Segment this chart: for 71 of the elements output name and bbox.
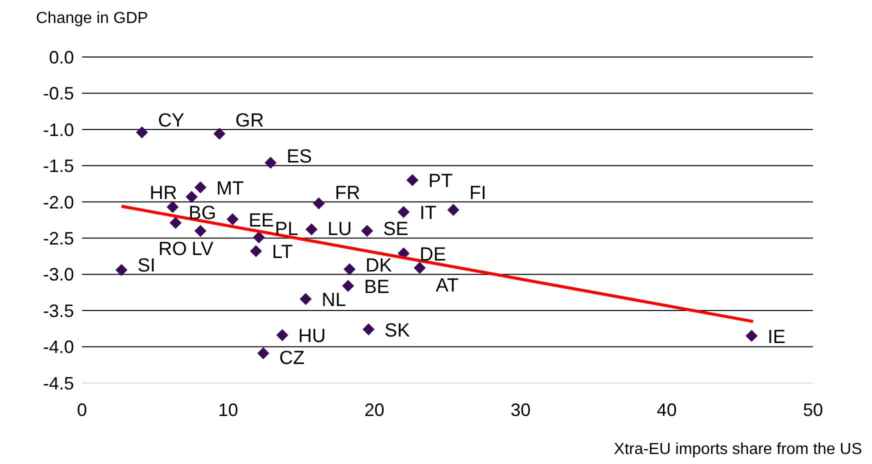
data-label: HU — [298, 326, 326, 348]
point — [115, 264, 128, 276]
point — [186, 190, 198, 203]
point — [414, 262, 426, 274]
x-tick-label: 10 — [218, 400, 238, 420]
point — [344, 263, 356, 276]
point — [342, 280, 354, 292]
point — [406, 174, 418, 186]
y-tick-label: -2.0 — [42, 192, 74, 212]
y-tick-label: -1.5 — [42, 156, 74, 176]
point — [398, 206, 410, 218]
y-tick-label: -2.5 — [42, 228, 74, 248]
point — [362, 323, 375, 336]
data-label: IT — [420, 203, 437, 224]
point — [194, 224, 206, 237]
point — [306, 223, 318, 236]
point — [194, 181, 206, 194]
data-label: SI — [137, 255, 156, 276]
data-label: DK — [366, 255, 392, 276]
y-axis-title: Change in GDP — [36, 10, 148, 28]
y-tick-label: -1.0 — [42, 120, 74, 140]
point — [361, 224, 374, 237]
y-tick-label: -0.5 — [42, 84, 74, 104]
y-tick-label: -4.5 — [42, 373, 74, 394]
data-label: HR — [150, 182, 178, 204]
point — [312, 197, 325, 210]
y-tick-label: -3.5 — [42, 300, 74, 321]
point — [746, 330, 758, 342]
data-label: PL — [274, 219, 298, 240]
point — [226, 213, 239, 226]
point — [166, 200, 179, 213]
data-label: LV — [192, 239, 214, 260]
data-label: EE — [248, 210, 274, 232]
data-label: GR — [235, 110, 264, 132]
data-label: ES — [286, 146, 312, 168]
data-label: MT — [216, 178, 244, 200]
data-label: FR — [334, 182, 360, 204]
y-tick-label: 0.0 — [48, 47, 74, 68]
data-label: SK — [384, 320, 410, 342]
x-tick-label: 0 — [76, 400, 88, 420]
point — [170, 216, 182, 229]
x-tick-label: 20 — [364, 400, 384, 420]
x-tick-label: 40 — [656, 400, 677, 420]
data-label: CY — [158, 110, 185, 132]
y-tick-label: -4.0 — [42, 337, 74, 358]
x-tick-label: 50 — [802, 400, 824, 420]
data-label: DE — [420, 244, 446, 266]
point — [213, 128, 226, 140]
data-label: LT — [272, 242, 294, 264]
data-label: FI — [469, 182, 486, 204]
x-axis-title: Xtra-EU imports share from the US — [614, 441, 862, 459]
data-label: BE — [364, 276, 390, 298]
data-label: NL — [322, 290, 346, 311]
data-label: BG — [188, 202, 216, 224]
data-label: AT — [436, 275, 459, 296]
x-tick-label: 30 — [510, 400, 531, 420]
data-label: CZ — [279, 348, 306, 369]
point — [250, 245, 262, 258]
point — [300, 292, 312, 305]
y-tick-label: -3.0 — [42, 264, 74, 285]
data-label: LU — [328, 219, 352, 240]
point — [252, 231, 265, 244]
data-label: IE — [768, 326, 786, 348]
point — [257, 347, 270, 360]
point — [136, 126, 148, 138]
point — [276, 329, 288, 342]
point — [264, 156, 277, 169]
data-label: SE — [383, 219, 408, 240]
data-label: RO — [158, 239, 187, 260]
data-label: PT — [428, 171, 454, 192]
point — [447, 204, 460, 216]
